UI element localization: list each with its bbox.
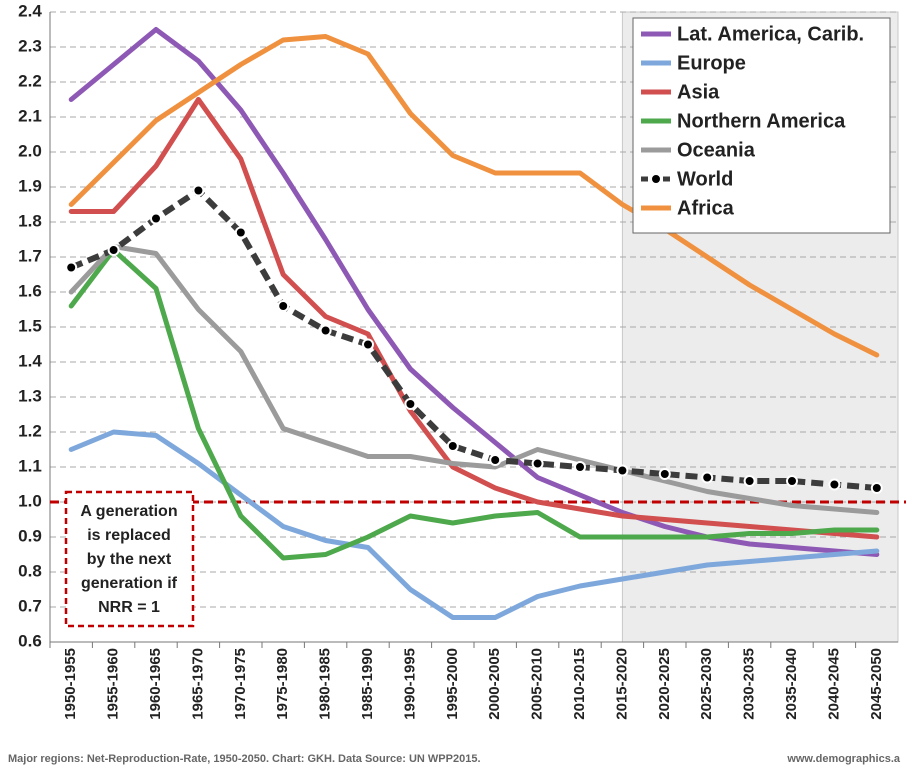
annotation-text: by the next: [87, 551, 172, 568]
series-marker: [658, 468, 671, 480]
legend-label: World: [677, 168, 733, 190]
y-tick-label: 2.2: [18, 71, 42, 90]
source: www.demographics.a: [786, 753, 901, 765]
y-tick-label: 1.9: [18, 176, 42, 195]
y-tick-label: 2.1: [18, 106, 42, 125]
series-line: [68, 27, 880, 557]
x-tick-label: 2020-2025: [656, 648, 673, 720]
series-line: [68, 34, 880, 358]
y-tick-label: 1.1: [18, 456, 42, 475]
x-tick-label: 2000-2005: [486, 648, 503, 720]
legend-label: Asia: [677, 81, 720, 103]
series-marker: [616, 464, 629, 477]
series-marker: [574, 461, 586, 473]
series-marker: [362, 338, 374, 351]
legend-label: Oceania: [677, 139, 756, 161]
y-tick-label: 0.6: [18, 631, 42, 650]
x-tick-label: 1975-1980: [274, 648, 291, 720]
y-tick-label: 1.4: [18, 351, 42, 370]
series-marker: [701, 471, 714, 484]
footer: Major regions: Net-Reproduction-Rate, 19…: [8, 753, 481, 765]
y-tick-label: 1.3: [18, 386, 42, 405]
legend-label: Lat. America, Carib.: [677, 23, 864, 45]
series-marker: [531, 457, 544, 470]
annotation-text: A generation: [80, 503, 177, 520]
series-marker: [870, 482, 883, 494]
series-marker: [828, 478, 841, 491]
x-tick-label: 1965-1970: [189, 648, 206, 720]
x-tick-label: 1955-1960: [105, 648, 122, 720]
y-tick-label: 1.8: [18, 211, 42, 230]
series-marker: [150, 212, 162, 225]
annotation-text: NRR = 1: [98, 599, 160, 616]
y-tick-label: 1.6: [18, 281, 42, 300]
x-tick-label: 2045-2050: [868, 648, 885, 720]
x-tick-label: 1960-1965: [147, 648, 164, 720]
series-line: [68, 247, 880, 561]
x-tick-label: 1970-1975: [232, 648, 249, 720]
legend-label: Northern America: [677, 110, 846, 132]
x-tick-label: 2005-2010: [529, 648, 546, 720]
y-tick-label: 2.3: [18, 36, 42, 55]
series-line: [68, 244, 880, 515]
x-tick-label: 1990-1995: [401, 648, 418, 720]
legend-label: Europe: [677, 52, 746, 74]
y-tick-label: 0.9: [18, 526, 42, 545]
series-marker: [743, 475, 756, 487]
y-tick-label: 2.0: [18, 141, 42, 160]
series-marker: [65, 261, 78, 274]
series-line: [70, 187, 878, 491]
series-marker: [107, 244, 120, 256]
series-marker: [277, 300, 290, 312]
y-tick-label: 1.2: [18, 421, 42, 440]
series-marker: [786, 475, 798, 487]
y-tick-label: 1.0: [18, 491, 42, 510]
series-line: [68, 97, 880, 540]
annotation-text: is replaced: [87, 527, 171, 544]
x-tick-label: 2040-2045: [825, 648, 842, 720]
y-tick-label: 0.8: [18, 561, 42, 580]
annotation-box: [64, 490, 195, 628]
x-tick-label: 1980-1985: [317, 648, 334, 720]
series-marker: [404, 398, 417, 410]
series-line: [68, 429, 880, 620]
y-tick-label: 1.7: [18, 246, 42, 265]
x-tick-label: 1985-1990: [359, 648, 376, 720]
y-tick-label: 0.7: [18, 596, 42, 615]
series-marker: [319, 324, 332, 337]
annotation-text: generation if: [81, 575, 178, 592]
y-tick-label: 1.5: [18, 316, 42, 335]
legend-marker: [650, 173, 662, 185]
x-tick-label: 1995-2000: [444, 648, 461, 720]
legend-box: [632, 17, 891, 234]
series-marker: [192, 184, 205, 197]
series-marker: [446, 440, 459, 452]
x-tick-label: 2035-2040: [783, 648, 800, 720]
legend-label: Africa: [677, 197, 735, 219]
y-tick-label: 2.4: [18, 1, 42, 20]
x-tick-label: 2025-2030: [698, 648, 715, 720]
x-tick-label: 1950-1955: [62, 648, 79, 720]
x-tick-label: 2010-2015: [571, 648, 588, 720]
x-tick-label: 2030-2035: [741, 648, 758, 720]
series-marker: [489, 454, 502, 466]
x-tick-label: 2015-2020: [613, 648, 630, 720]
series-marker: [234, 226, 247, 239]
